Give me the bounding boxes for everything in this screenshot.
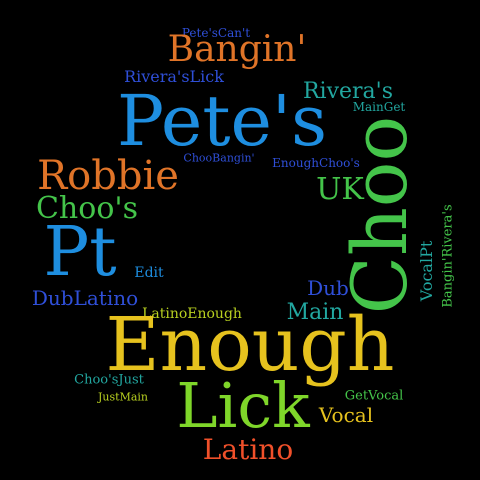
word-pt: Pt xyxy=(43,213,117,292)
word-main: Main xyxy=(286,300,344,325)
word-latino-enough: LatinoEnough xyxy=(142,306,242,322)
word-riveras: Rivera's xyxy=(302,79,394,104)
word-latino: Latino xyxy=(202,433,294,466)
word-bangin: Bangin' xyxy=(167,29,307,70)
word-enough: Enough xyxy=(105,302,395,388)
word-robbie: Robbie xyxy=(37,153,179,199)
word-choos-just: Choo'sJust xyxy=(74,372,144,388)
word-petes-cant: Pete'sCan't xyxy=(181,26,251,40)
word-vocal: Vocal xyxy=(318,403,374,427)
word-lick: Lick xyxy=(176,369,310,442)
word-petes: Pete's xyxy=(116,80,328,162)
word-vocal-pt: VocalPt xyxy=(417,240,436,302)
word-choo-bangin: ChooBangin' xyxy=(183,151,255,165)
word-dub: Dub xyxy=(307,276,349,300)
word-uk: UK xyxy=(316,172,364,207)
word-choos: Choo's xyxy=(35,191,139,226)
word-edit: Edit xyxy=(134,265,164,281)
word-choo: Choo xyxy=(335,115,424,315)
word-dub-latino: DubLatino xyxy=(31,286,139,310)
word-enough-choos: EnoughChoo's xyxy=(272,156,360,170)
word-main-get: MainGet xyxy=(352,100,406,114)
word-riveras-lick: Rivera'sLick xyxy=(124,67,224,86)
word-just-main: JustMain xyxy=(98,390,148,404)
word-get-vocal: GetVocal xyxy=(344,388,404,404)
word-bangin-riveras: Bangin'Rivera's xyxy=(440,204,456,308)
